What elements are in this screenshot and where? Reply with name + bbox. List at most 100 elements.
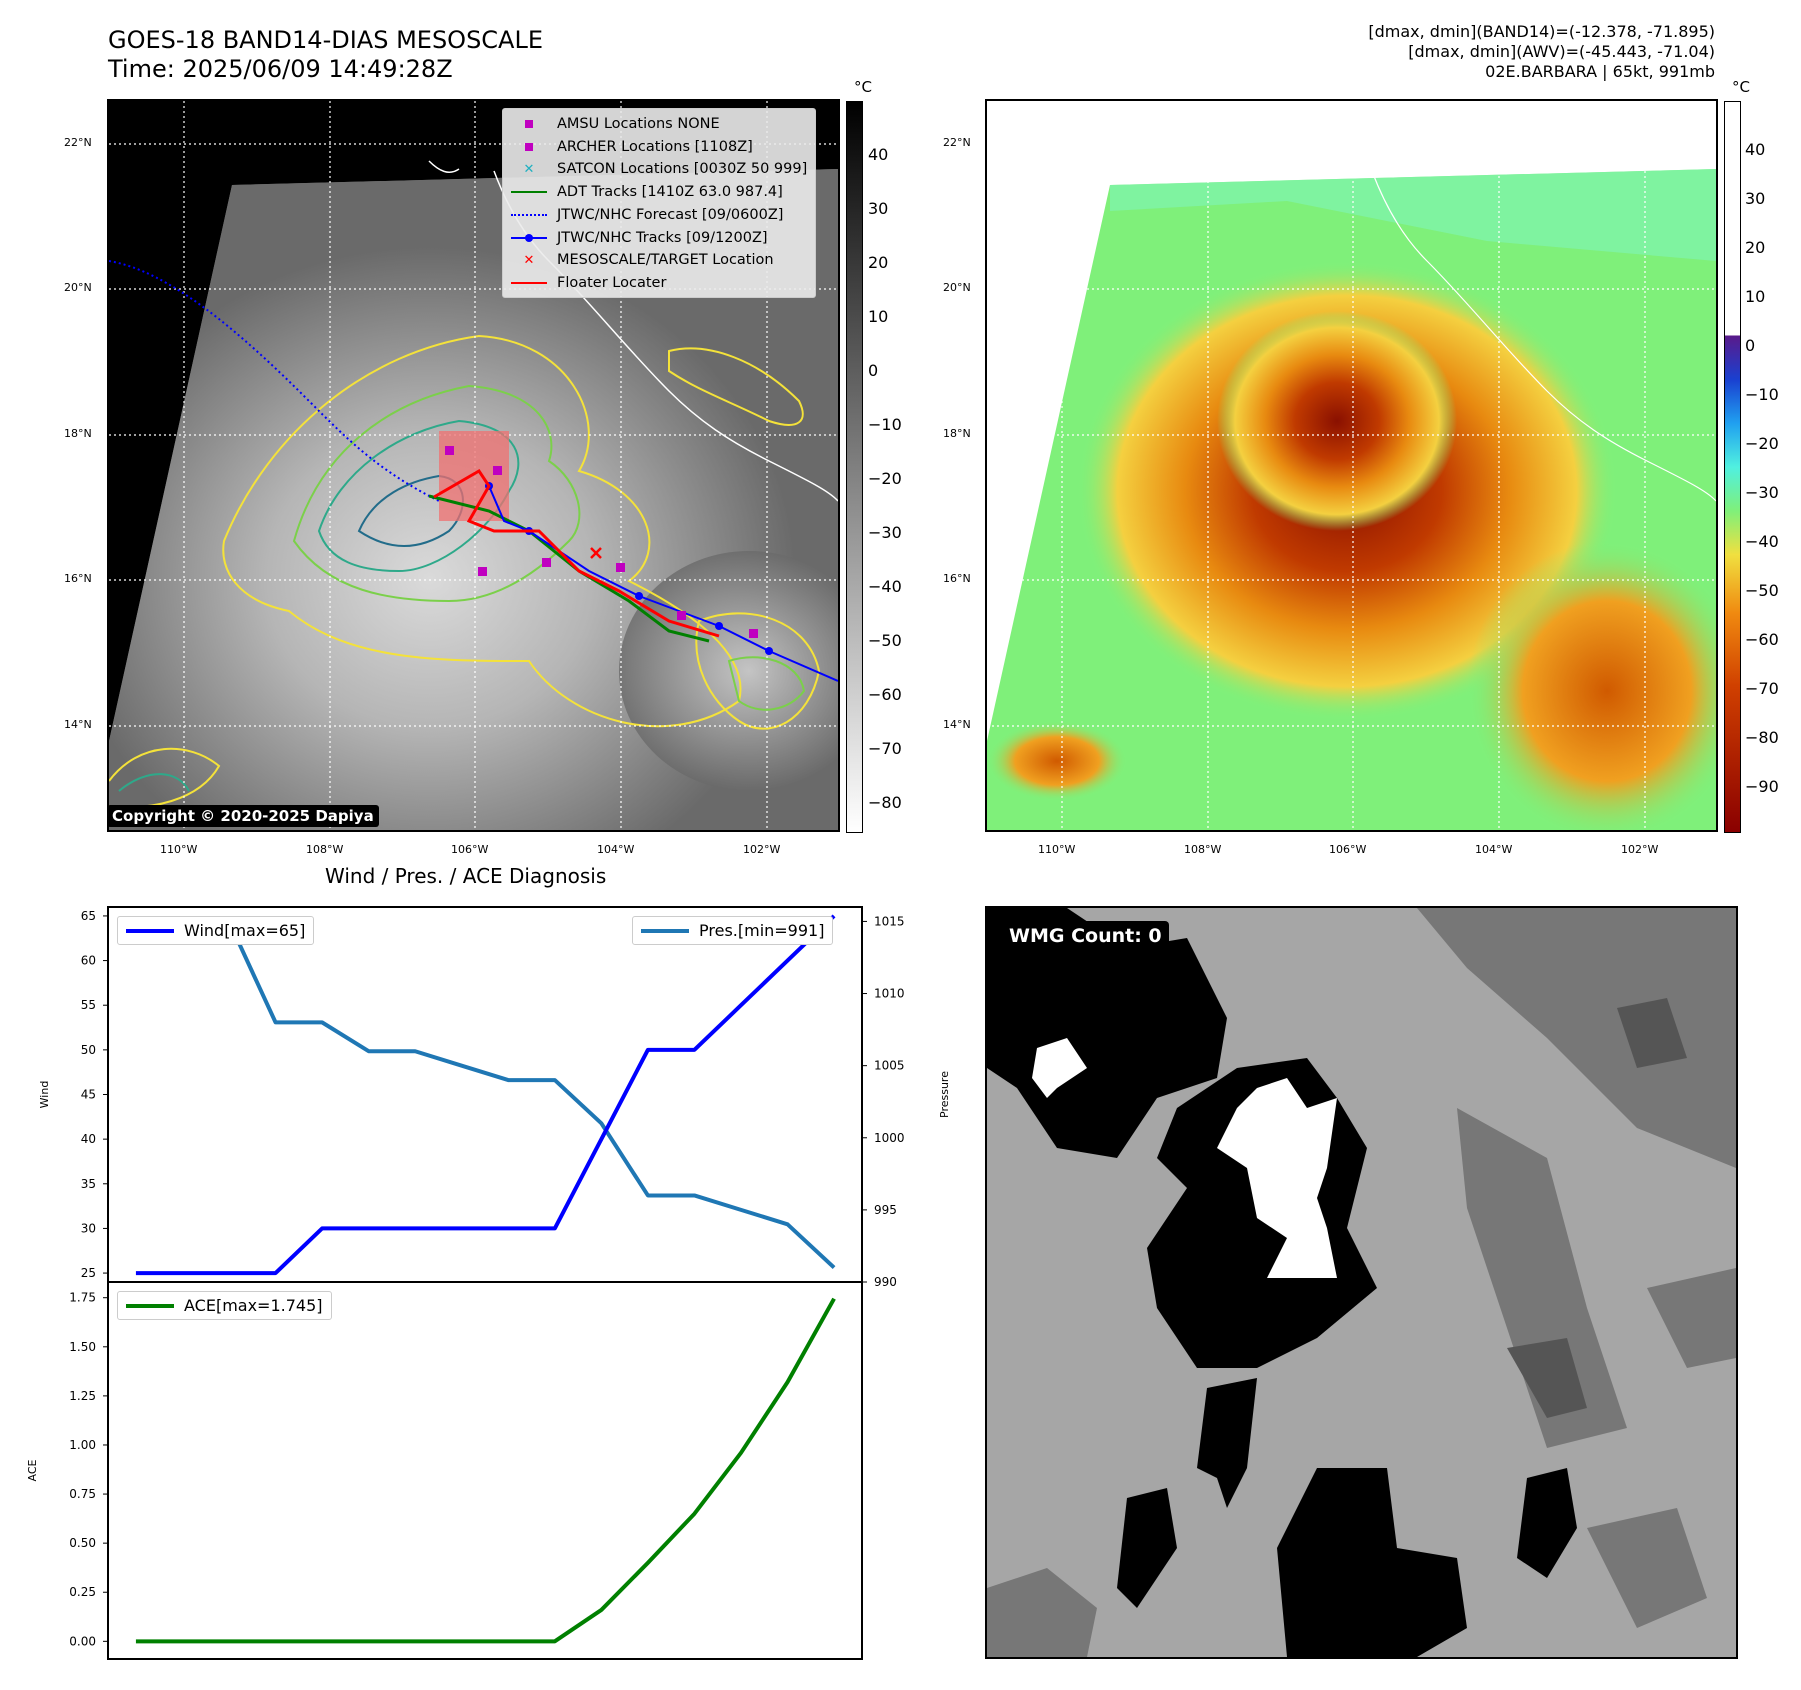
pressure-y-tick-label: 995 <box>874 1203 897 1217</box>
pressure-legend: Pres.[min=991] <box>632 916 834 945</box>
color-colorbar-tick: −90 <box>1745 777 1779 796</box>
ace-y-tick-label: 0.75 <box>69 1487 96 1501</box>
legend-satcon: ✕ SATCON Locations [0030Z 50 999] <box>523 161 808 178</box>
map-legend: AMSU Locations NONE ARCHER Locations [11… <box>502 108 817 298</box>
ace-y-tick-label: 1.00 <box>69 1438 96 1452</box>
wind-y-tick-label: 45 <box>81 1088 96 1102</box>
rlon-label-106: 106°W <box>1329 843 1367 856</box>
wmg-panel <box>985 906 1738 1659</box>
color-colorbar <box>1724 101 1741 833</box>
wind-y-tick-label: 60 <box>81 954 96 968</box>
color-colorbar-tick: 10 <box>1745 287 1766 306</box>
color-colorbar-tick: −50 <box>1745 581 1779 600</box>
color-colorbar-tick: 30 <box>1745 189 1766 208</box>
wind-y-tick-label: 50 <box>81 1043 96 1057</box>
band14-range: [dmax, dmin](BAND14)=(-12.378, -71.895) <box>1368 22 1715 41</box>
legend-adt: ADT Tracks [1410Z 63.0 987.4] <box>511 181 807 204</box>
rlat-label-18: 18°N <box>943 427 971 440</box>
color-colorbar-tick: −40 <box>1745 532 1779 551</box>
lon-label-110: 110°W <box>160 843 198 856</box>
wind-y-tick-label: 30 <box>81 1221 96 1235</box>
ace-y-tick-label: 1.25 <box>69 1389 96 1403</box>
pressure-y-tick-label: 1015 <box>874 914 905 928</box>
gray-colorbar-tick: −70 <box>868 739 902 758</box>
legend-floater: Floater Locater <box>511 272 807 295</box>
legend-amsu: AMSU Locations NONE <box>511 113 807 136</box>
lat-label-18: 18°N <box>64 427 92 440</box>
diagnosis-chart: 25 30 35 40 45 50 55 60 65 990 995 1000 1005 1010 1015… <box>26 906 951 1660</box>
color-colorbar-unit: °C <box>1732 78 1750 96</box>
legend-forecast: JTWC/NHC Forecast [09/0600Z] <box>511 204 807 227</box>
rlon-label-102: 102°W <box>1621 843 1659 856</box>
color-colorbar-tick: −80 <box>1745 728 1779 747</box>
lat-label-20: 20°N <box>64 281 92 294</box>
pressure-y-tick-label: 990 <box>874 1275 897 1289</box>
ace-y-tick-label: 0.00 <box>69 1634 96 1648</box>
color-colorbar-tick: −30 <box>1745 483 1779 502</box>
ace-legend: ACE[max=1.745] <box>117 1291 332 1320</box>
figure-title: GOES-18 BAND14-DIAS MESOSCALE Time: 2025… <box>108 26 544 83</box>
legend-target: ✕ MESOSCALE/TARGET Location <box>523 252 774 269</box>
ace-axes-frame <box>107 1281 863 1660</box>
color-colorbar-tick: −10 <box>1745 385 1779 404</box>
wmg-count-badge: WMG Count: 0 <box>1002 921 1169 951</box>
lon-label-104: 104°W <box>597 843 635 856</box>
lon-label-108: 108°W <box>306 843 344 856</box>
rlat-label-22: 22°N <box>943 136 971 149</box>
gray-colorbar-unit: °C <box>854 78 872 96</box>
wind-series-line <box>135 914 836 1276</box>
color-colorbar-tick: 0 <box>1745 336 1756 355</box>
rlon-label-110: 110°W <box>1038 843 1076 856</box>
grayscale-colorbar <box>846 101 863 833</box>
rlat-label-20: 20°N <box>943 281 971 294</box>
wind-pressure-axes-frame <box>107 906 863 1283</box>
color-colorbar-tick: 20 <box>1745 238 1766 257</box>
gray-colorbar-tick: −10 <box>868 415 902 434</box>
gray-colorbar-tick: 40 <box>868 145 889 164</box>
ace-y-tick-label: 1.75 <box>69 1291 96 1305</box>
legend-archer: ARCHER Locations [1108Z] <box>511 136 807 159</box>
chart-title: Wind / Pres. / ACE Diagnosis <box>325 864 607 888</box>
intensity-info: [dmax, dmin](BAND14)=(-12.378, -71.895) … <box>1368 22 1715 82</box>
color-ir-map-image <box>987 101 1716 830</box>
wind-y-tick-label: 55 <box>81 998 96 1012</box>
lat-label-16: 16°N <box>64 572 92 585</box>
pressure-y-tick-label: 1005 <box>874 1059 905 1073</box>
gray-colorbar-tick: 0 <box>868 361 879 380</box>
storm-info: 02E.BARBARA | 65kt, 991mb <box>1485 62 1715 81</box>
lon-label-106: 106°W <box>451 843 489 856</box>
pressure-axis-label: Pressure <box>938 1071 951 1118</box>
gray-colorbar-tick: −30 <box>868 523 902 542</box>
gray-colorbar-tick: −20 <box>868 469 902 488</box>
lat-label-14: 14°N <box>64 718 92 731</box>
wind-y-tick-label: 25 <box>81 1266 96 1280</box>
lon-label-102: 102°W <box>743 843 781 856</box>
ir-map-image <box>109 101 838 830</box>
color-ir-map-panel <box>985 99 1718 832</box>
rlon-label-104: 104°W <box>1475 843 1513 856</box>
gray-colorbar-tick: −40 <box>868 577 902 596</box>
pressure-y-tick-label: 1010 <box>874 987 905 1001</box>
rlat-label-14: 14°N <box>943 718 971 731</box>
wind-y-tick-label: 35 <box>81 1177 96 1191</box>
ace-axis-label: ACE <box>26 1459 39 1481</box>
pressure-y-tick-label: 1000 <box>874 1131 905 1145</box>
lat-label-22: 22°N <box>64 136 92 149</box>
ace-series-line <box>135 1297 836 1644</box>
ace-y-tick-label: 0.50 <box>69 1536 96 1550</box>
gray-colorbar-tick: 10 <box>868 307 889 326</box>
gray-colorbar-tick: −60 <box>868 685 902 704</box>
ace-y-tick-label: 0.25 <box>69 1585 96 1599</box>
color-colorbar-tick: 40 <box>1745 140 1766 159</box>
copyright-badge: Copyright © 2020-2025 Dapiya <box>107 805 379 827</box>
pressure-series-line <box>135 919 836 1270</box>
awv-range: [dmax, dmin](AWV)=(-45.443, -71.04) <box>1408 42 1715 61</box>
gray-colorbar-tick: 30 <box>868 199 889 218</box>
color-colorbar-tick: −70 <box>1745 679 1779 698</box>
wind-legend: Wind[max=65] <box>117 916 315 945</box>
gray-colorbar-tick: −80 <box>868 793 902 812</box>
legend-tracks: JTWC/NHC Tracks [09/1200Z] <box>511 227 807 250</box>
rlon-label-108: 108°W <box>1184 843 1222 856</box>
wind-y-tick-label: 65 <box>81 909 96 923</box>
gray-colorbar-tick: −50 <box>868 631 902 650</box>
